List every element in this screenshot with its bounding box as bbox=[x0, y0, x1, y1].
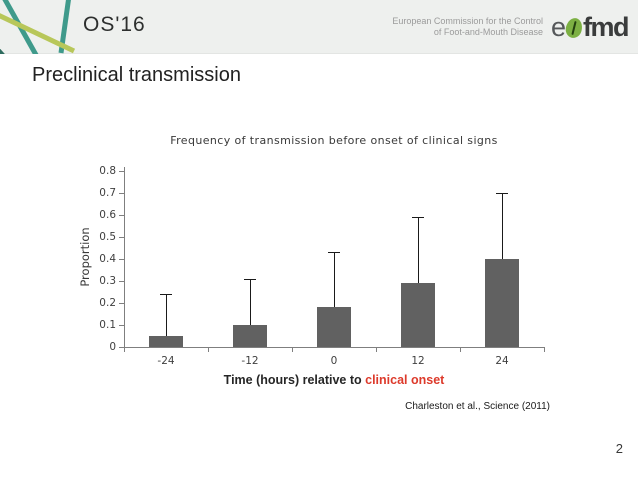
x-tick-mark bbox=[544, 348, 545, 352]
eufmd-logo-e: e bbox=[550, 11, 566, 42]
org-name: European Commission for the Control of F… bbox=[392, 16, 543, 39]
error-bar-line bbox=[334, 252, 335, 308]
citation-text: Charleston et al., Science (2011) bbox=[405, 401, 550, 412]
y-tick-mark bbox=[119, 237, 124, 238]
os16-logo-lines-icon bbox=[0, 0, 76, 54]
x-tick-label: -12 bbox=[241, 355, 259, 367]
y-tick-mark bbox=[119, 347, 124, 348]
x-tick-label: 12 bbox=[411, 355, 425, 367]
error-bar-line bbox=[166, 294, 167, 336]
y-tick-label: 0.5 bbox=[99, 231, 116, 243]
os16-logo: OS'16 bbox=[0, 0, 170, 54]
eufmd-logo: e fmd bbox=[550, 11, 630, 43]
bar bbox=[233, 325, 267, 347]
bar bbox=[485, 259, 519, 347]
y-tick-mark bbox=[119, 259, 124, 260]
error-bar-line bbox=[418, 217, 419, 284]
error-bar-line bbox=[502, 193, 503, 259]
x-axis-line bbox=[124, 347, 545, 348]
y-tick-mark bbox=[119, 171, 124, 172]
error-bar-cap bbox=[160, 294, 172, 296]
y-tick-label: 0.1 bbox=[99, 319, 116, 331]
x-tick-mark bbox=[208, 348, 209, 352]
x-axis-title: Time (hours) relative to clinical onset bbox=[124, 373, 544, 387]
y-tick-mark bbox=[119, 281, 124, 282]
y-tick-label: 0.7 bbox=[99, 187, 116, 199]
x-tick-mark bbox=[292, 348, 293, 352]
bar bbox=[317, 307, 351, 347]
y-tick-label: 0.3 bbox=[99, 275, 116, 287]
header-right: European Commission for the Control of F… bbox=[392, 0, 630, 54]
page-number: 2 bbox=[615, 441, 623, 456]
os16-logo-text: OS'16 bbox=[83, 13, 146, 36]
y-tick-mark bbox=[119, 215, 124, 216]
y-tick-label: 0.6 bbox=[99, 209, 116, 221]
x-axis-title-highlight: clinical onset bbox=[365, 373, 445, 387]
x-tick-label: 24 bbox=[495, 355, 509, 367]
y-tick-mark bbox=[119, 325, 124, 326]
slide-header: OS'16 European Commission for the Contro… bbox=[0, 0, 638, 54]
y-tick-label: 0.8 bbox=[99, 165, 116, 177]
error-bar-line bbox=[250, 278, 251, 325]
x-tick-label: 0 bbox=[330, 355, 338, 367]
error-bar-cap bbox=[328, 252, 340, 254]
y-tick-mark bbox=[119, 303, 124, 304]
x-tick-mark bbox=[460, 348, 461, 352]
bar bbox=[149, 336, 183, 347]
chart-title: Frequency of transmission before onset o… bbox=[170, 134, 498, 147]
y-tick-label: 0 bbox=[109, 341, 116, 353]
x-tick-label: -24 bbox=[157, 355, 175, 367]
y-tick-label: 0.4 bbox=[99, 253, 116, 265]
bar bbox=[401, 283, 435, 347]
error-bar-cap bbox=[244, 278, 256, 280]
eufmd-logo-fmd: fmd bbox=[583, 11, 630, 42]
error-bar-cap bbox=[412, 217, 424, 219]
error-bar-cap bbox=[496, 193, 508, 194]
page-title: Preclinical transmission bbox=[32, 64, 241, 86]
x-tick-mark bbox=[124, 348, 125, 352]
y-axis-line bbox=[124, 167, 125, 348]
org-name-line1: European Commission for the Control bbox=[392, 15, 543, 26]
y-tick-mark bbox=[119, 193, 124, 194]
y-tick-label: 0.2 bbox=[99, 297, 116, 309]
x-tick-mark bbox=[376, 348, 377, 352]
org-name-line2: of Foot-and-Mouth Disease bbox=[433, 27, 543, 37]
x-axis-title-prefix: Time (hours) relative to bbox=[223, 373, 366, 387]
